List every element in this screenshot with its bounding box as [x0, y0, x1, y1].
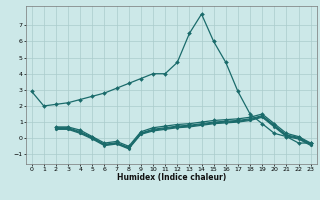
X-axis label: Humidex (Indice chaleur): Humidex (Indice chaleur): [116, 173, 226, 182]
